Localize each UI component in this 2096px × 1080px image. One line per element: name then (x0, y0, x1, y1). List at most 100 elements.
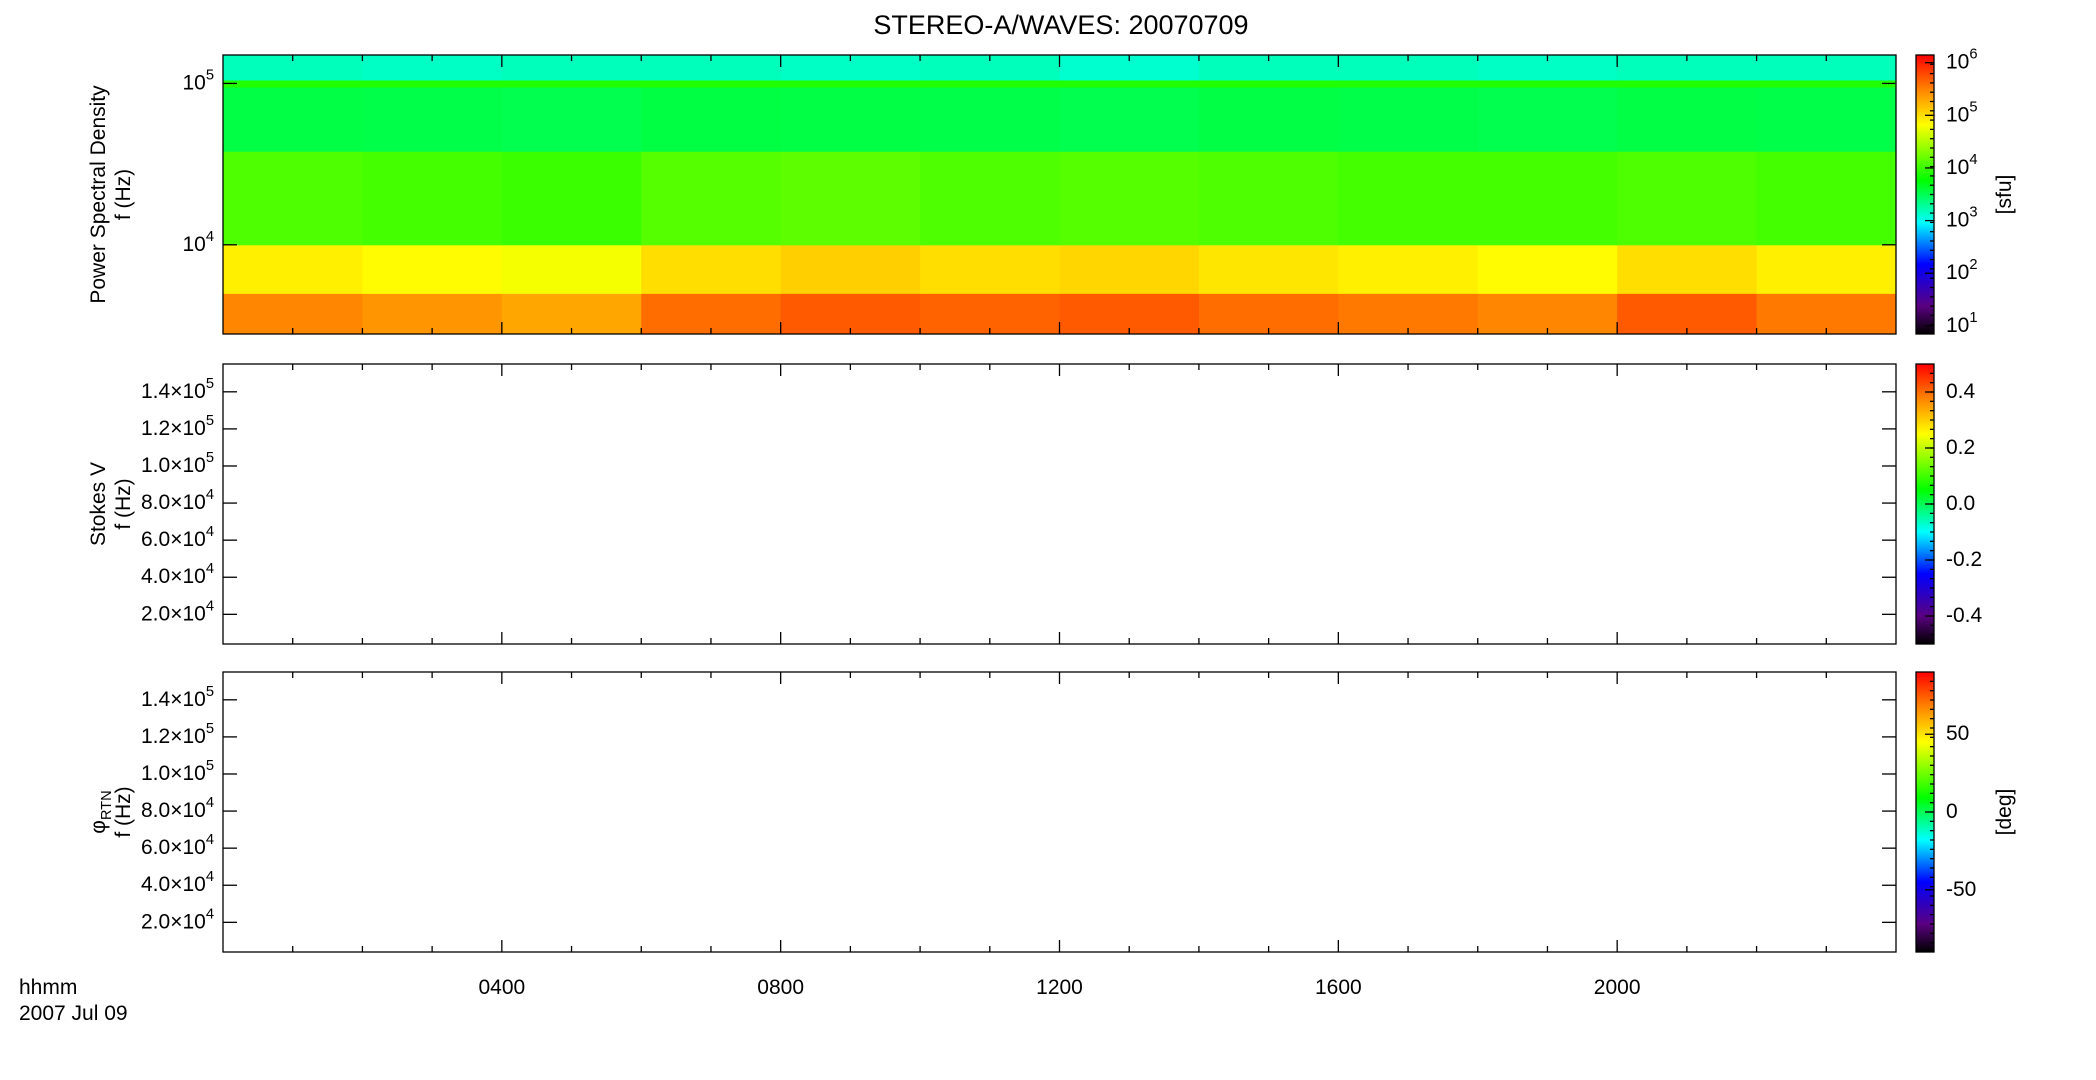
heatmap-cell (641, 293, 782, 335)
heatmap-cell (1338, 293, 1479, 335)
y-tick-label: 6.0×104 (141, 832, 214, 859)
heatmap-cell (1059, 151, 1200, 246)
y-axis-title: f (Hz) (112, 786, 135, 837)
heatmap-cell (780, 79, 921, 88)
heatmap-cell (501, 87, 642, 152)
plot-frame (222, 671, 1897, 953)
heatmap-cell (920, 79, 1060, 88)
x-tick-label: 1600 (1315, 976, 1362, 999)
heatmap-cell (362, 79, 503, 88)
heatmap-cell (1477, 244, 1618, 294)
heatmap-cell (780, 151, 921, 246)
heatmap-cell (1198, 293, 1339, 335)
heatmap-cell (1059, 79, 1200, 88)
colorbar-tick-label: 104 (1946, 152, 1978, 179)
x-tick-label: 1200 (1036, 976, 1083, 999)
y-axis-title: f (Hz) (112, 478, 135, 529)
heatmap-cell (641, 244, 782, 294)
colorbar-tick-label: 105 (1946, 99, 1978, 126)
heatmap-cell (223, 293, 363, 335)
heatmap-cell (920, 293, 1060, 335)
y-tick-label: 2.0×104 (141, 906, 214, 933)
heatmap-cell (1198, 244, 1339, 294)
heatmap-cell (1059, 293, 1200, 335)
x-tick-label: 0400 (478, 976, 525, 999)
heatmap-cell (1617, 151, 1758, 246)
heatmap-cell (362, 244, 503, 294)
heatmap-cell (1756, 293, 1897, 335)
colorbar-tick-label: 0.2 (1946, 436, 1975, 459)
x-tick-label: 2000 (1594, 976, 1641, 999)
heatmap-cell (1756, 79, 1897, 88)
heatmap-cell (1617, 293, 1758, 335)
y-tick-label: 8.0×104 (141, 795, 214, 822)
colorbar-tick-label: 103 (1946, 204, 1978, 231)
y-tick-label: 1.0×105 (141, 450, 214, 477)
heatmap-cell (501, 79, 642, 88)
heatmap-cell (223, 87, 363, 152)
y-tick-label: 105 (182, 67, 214, 94)
heatmap-cell (641, 87, 782, 152)
heatmap-cell (1477, 79, 1618, 88)
y-tick-label: 1.2×105 (141, 721, 214, 748)
heatmap-cell (780, 87, 921, 152)
colorbar-tick-label: 0.4 (1946, 380, 1976, 403)
heatmap-cell (1617, 244, 1758, 294)
heatmap-cell (223, 244, 363, 294)
y-axis-title: Power Spectral Density (87, 85, 110, 304)
y-tick-label: 2.0×104 (141, 598, 214, 625)
heatmap-cell (1198, 79, 1339, 88)
colorbar (1916, 55, 1934, 334)
plot-frame (222, 363, 1897, 645)
y-axis-title: f (Hz) (112, 169, 135, 220)
heatmap-cell (920, 87, 1060, 152)
y-tick-label: 6.0×104 (141, 524, 214, 551)
y-axis-title: Stokes V (87, 462, 110, 546)
heatmap-cell (1198, 151, 1339, 246)
heatmap-cell (1477, 293, 1618, 335)
y-tick-label: 4.0×104 (141, 561, 214, 588)
colorbar-label: [sfu] (1993, 175, 2016, 215)
heatmap-cell (920, 151, 1060, 246)
heatmap-cell (1617, 87, 1758, 152)
y-tick-label: 1.2×105 (141, 413, 214, 440)
colorbar-tick-label: -0.4 (1946, 604, 1983, 627)
heatmap-cell (1338, 87, 1479, 152)
colorbar-label: [deg] (1993, 789, 2016, 836)
heatmap-cell (362, 87, 503, 152)
heatmap-cell (501, 244, 642, 294)
y-axis-title: φRTN (87, 790, 115, 834)
heatmap-cell (1756, 151, 1897, 246)
heatmap-cell (641, 79, 782, 88)
heatmap-cell (1059, 87, 1200, 152)
heatmap-cell (1756, 244, 1897, 294)
chart-title: STEREO-A/WAVES: 20070709 (873, 10, 1248, 40)
colorbar-tick-label: -50 (1946, 877, 1976, 900)
heatmap-cell (1338, 79, 1479, 88)
y-tick-label: 1.0×105 (141, 758, 214, 785)
colorbar-tick-label: 102 (1946, 257, 1978, 284)
heatmap-cell (1198, 87, 1339, 152)
colorbar-tick-label: 106 (1946, 47, 1978, 74)
x-axis-title: hhmm (19, 976, 77, 999)
heatmap-cell (780, 244, 921, 294)
x-tick-label: 0800 (757, 976, 804, 999)
heatmap-cell (1338, 151, 1479, 246)
y-tick-label: 104 (182, 229, 214, 256)
heatmap-cell (1338, 244, 1479, 294)
heatmap-cell (362, 151, 503, 246)
heatmap-cell (1059, 244, 1200, 294)
heatmap-cell (223, 151, 363, 246)
heatmap-cell (362, 293, 503, 335)
heatmap-cell (1756, 87, 1897, 152)
colorbar-tick-label: 50 (1946, 722, 1969, 745)
y-tick-label: 1.4×105 (141, 684, 214, 711)
heatmap-cell (501, 293, 642, 335)
y-tick-label: 1.4×105 (141, 376, 214, 403)
heatmap-cell (920, 244, 1060, 294)
heatmap-cell (223, 79, 363, 88)
colorbar-tick-label: 0.0 (1946, 492, 1975, 515)
colorbar-tick-label: -0.2 (1946, 548, 1982, 571)
heatmap-cell (1617, 79, 1758, 88)
